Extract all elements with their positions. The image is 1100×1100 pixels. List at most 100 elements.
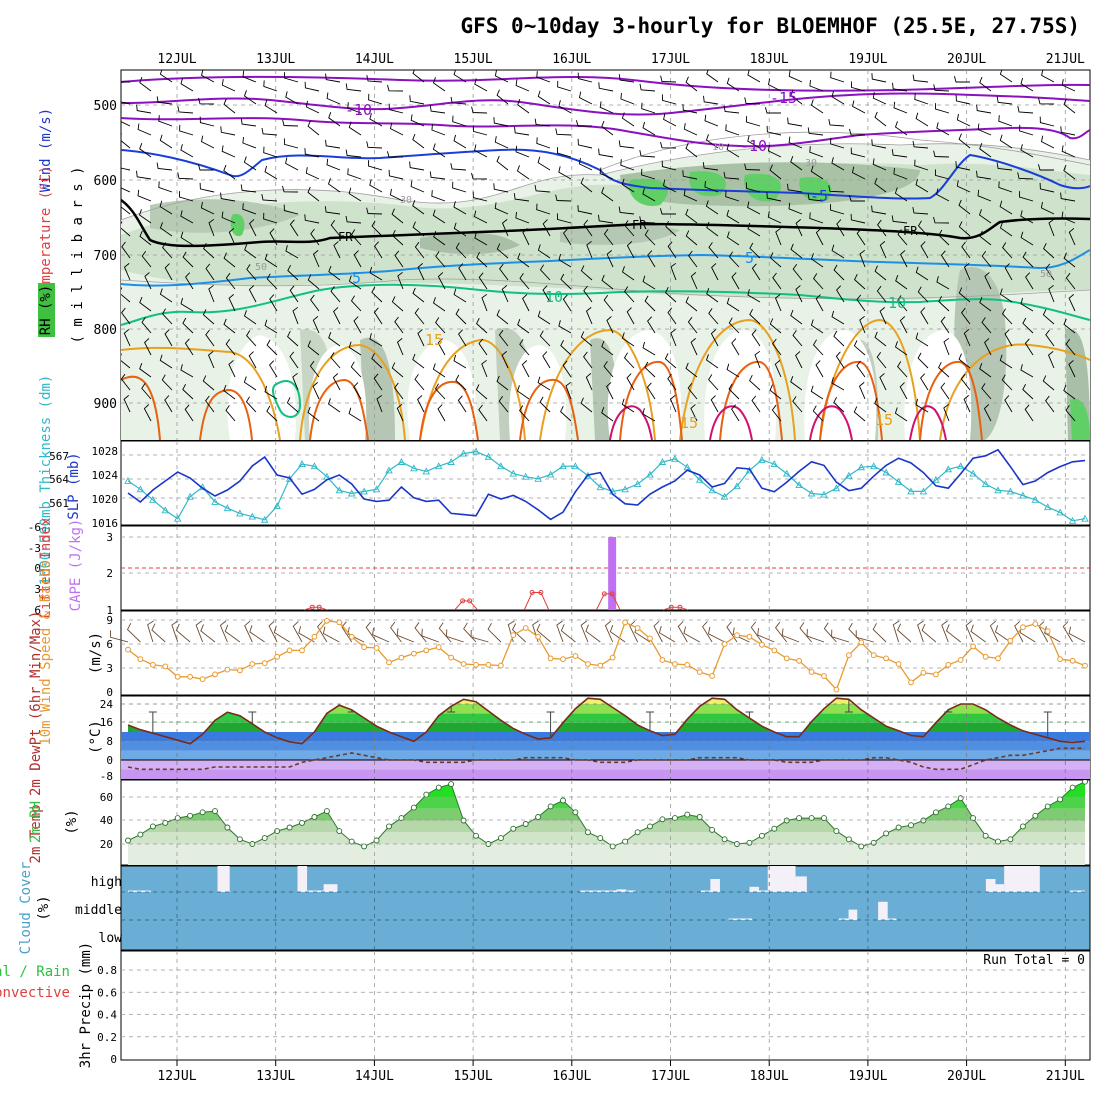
wind-speed-point [361, 644, 368, 651]
upper-wind-barb [1042, 309, 1055, 325]
upper-wind-barb [221, 211, 236, 224]
upper-wind-barb [580, 331, 593, 347]
wind-speed-point [174, 673, 181, 680]
wind-speed-point [560, 656, 566, 663]
upper-wind-barb [900, 250, 908, 268]
upper-wind-barb [261, 194, 278, 202]
upper-wind-barb [833, 264, 845, 281]
upper-wind-barb [325, 139, 341, 149]
upper-wind-barb [1019, 191, 1034, 202]
upper-wind-barb [286, 397, 299, 413]
upper-wind-barb [345, 149, 362, 158]
upper-wind-barb [920, 241, 929, 259]
surface-wind-barb [317, 621, 328, 643]
upper-wind-barb [371, 286, 383, 303]
upper-wind-barb [414, 241, 425, 259]
wind-speed-point [125, 646, 131, 653]
upper-wind-barb [435, 251, 446, 268]
upper-wind-barb [481, 359, 488, 378]
thickness-point [907, 487, 915, 495]
upper-wind-barb [1025, 272, 1034, 290]
upper-wind-barb [1001, 374, 1013, 391]
cape-series [608, 537, 617, 610]
upper-wind-barb [790, 376, 803, 391]
wind-speed-point [510, 632, 517, 639]
upper-wind-barb [223, 384, 236, 400]
upper-wind-barb [621, 266, 635, 281]
bottom-date-axis: 12JUL 13JUL 14JUL 15JUL 16JUL 17JUL 18JUL 19JUL… [157, 1060, 1085, 1084]
wind-speed-point [498, 662, 504, 669]
upper-wind-barb [810, 253, 824, 268]
thickness-point [459, 449, 468, 457]
thickness-point [149, 495, 157, 503]
upper-wind-barb [667, 241, 677, 259]
upper-wind-barb [266, 273, 278, 290]
upper-wind-barb [603, 228, 614, 246]
upper-wind-barb [767, 144, 782, 158]
upper-wind-barb [457, 395, 467, 413]
rh-point [348, 838, 355, 845]
label-rh-50-a: 50 [255, 262, 267, 273]
upper-wind-barb [269, 360, 278, 378]
upper-wind-barb [243, 156, 257, 171]
upper-wind-barb [431, 190, 446, 202]
upper-wind-barb [917, 352, 929, 369]
wind-speed-point [311, 633, 318, 640]
upper-wind-barb [412, 200, 425, 215]
cloud-block [128, 890, 151, 892]
upper-wind-barb [369, 266, 383, 281]
upper-wind-barb [766, 125, 782, 136]
wind-speed-point [435, 644, 442, 651]
upper-wind-barb [555, 128, 572, 136]
upper-wind-barb [386, 151, 403, 158]
wind-speed-point [1007, 637, 1014, 644]
upper-wind-barb [661, 94, 677, 105]
upper-wind-barb [578, 157, 593, 171]
wind-speed-point [647, 635, 653, 642]
upper-wind-barb [269, 228, 278, 246]
upper-wind-barb [139, 76, 152, 92]
wind-speed-point [187, 673, 194, 680]
upper-wind-barb [685, 296, 698, 312]
upper-wind-barb [123, 263, 131, 281]
thickness-point [372, 485, 381, 493]
surface-wind-barb [970, 624, 986, 643]
upper-wind-barb [744, 97, 761, 105]
upper-wind-barb [726, 231, 740, 246]
rh-point [535, 814, 542, 820]
upper-wind-barb [792, 396, 803, 413]
upper-wind-barb [747, 135, 761, 149]
thickness-point [211, 497, 219, 505]
upper-wind-barb [522, 294, 530, 312]
upper-wind-barb [933, 84, 950, 92]
precip-tick: 0.8 [97, 964, 117, 977]
wind-tick: 9 [106, 614, 113, 627]
upper-wind-barb [725, 190, 740, 202]
upper-wind-barb [606, 316, 614, 334]
surface-wind-barb [421, 628, 439, 643]
cloud-blocks [128, 866, 1085, 920]
upper-wind-barb [626, 241, 635, 259]
upper-wind-barb [659, 208, 676, 215]
upper-wind-barb [706, 70, 719, 83]
upper-wind-barb [348, 341, 362, 356]
upper-wind-barb [158, 181, 173, 193]
upper-wind-barb [437, 272, 446, 290]
upper-wind-barb [767, 211, 782, 224]
upper-wind-barb [501, 219, 509, 237]
upper-wind-barb [475, 384, 488, 400]
ylabel-temp-unit: (°C) [88, 720, 104, 754]
upper-wind-barb [912, 74, 929, 83]
thickness-point [347, 489, 356, 497]
wind-tick: 3 [106, 662, 113, 675]
upper-wind-barb [534, 184, 551, 193]
precip-tick: 0.4 [97, 1009, 117, 1022]
thickness-point [260, 515, 269, 523]
upper-wind-barb [891, 215, 908, 224]
upper-wind-barb [1047, 351, 1055, 369]
upper-wind-barb [139, 143, 152, 158]
upper-wind-barb [1045, 395, 1055, 413]
surface-wind-barb [799, 622, 812, 643]
ylabel-cloud: Cloud Cover [18, 862, 34, 955]
upper-wind-barb [410, 180, 425, 193]
